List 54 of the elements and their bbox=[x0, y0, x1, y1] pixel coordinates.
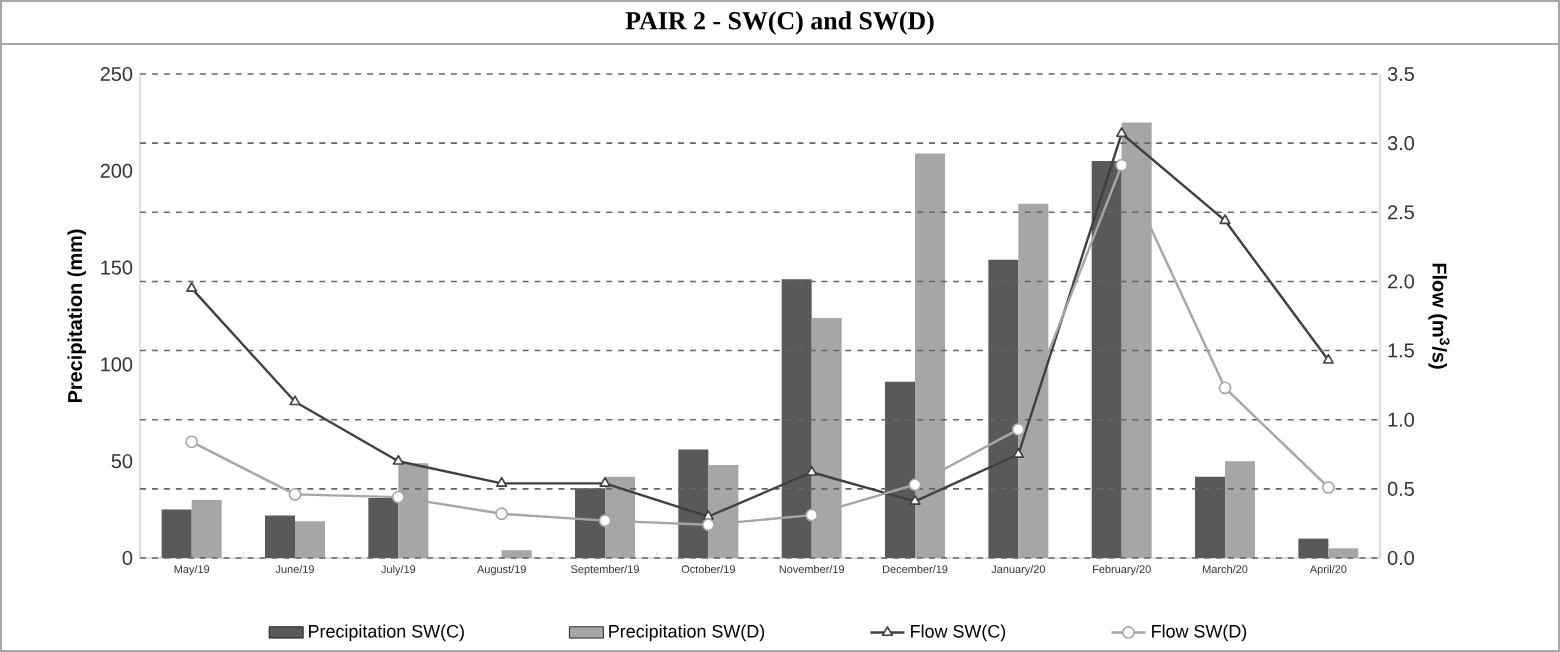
y2-tick-label: 0.5 bbox=[1387, 481, 1414, 496]
point bbox=[1115, 158, 1129, 172]
point bbox=[1011, 423, 1025, 436]
bar bbox=[781, 279, 812, 558]
point bbox=[1322, 353, 1335, 364]
y2-axis-title: Flow (m$^{3}$/s) bbox=[1428, 263, 1450, 369]
bar bbox=[161, 509, 192, 558]
bar bbox=[575, 488, 606, 558]
point bbox=[495, 507, 509, 521]
point bbox=[1321, 481, 1335, 494]
point bbox=[289, 395, 301, 406]
legend-label: Flow SW(D) bbox=[1152, 624, 1247, 642]
y2-tick-label: 3.0 bbox=[1387, 136, 1414, 151]
point bbox=[1219, 214, 1231, 225]
y2-tick-label: 3.5 bbox=[1387, 66, 1414, 82]
point bbox=[909, 494, 921, 505]
point bbox=[185, 435, 199, 449]
point bbox=[805, 508, 819, 522]
legend-label: Flow SW(C) bbox=[911, 624, 1006, 642]
bar bbox=[1298, 538, 1329, 558]
bar bbox=[1091, 161, 1122, 558]
point bbox=[496, 476, 508, 487]
point bbox=[186, 281, 198, 292]
bar bbox=[988, 259, 1019, 558]
legend-label: Precipitation SW(C) bbox=[309, 624, 464, 642]
y2-tick-label: 2.0 bbox=[1388, 274, 1414, 289]
y-tick-label: 250 bbox=[100, 66, 133, 82]
y-tick-label: 150 bbox=[101, 260, 133, 275]
point bbox=[288, 487, 302, 501]
point bbox=[806, 465, 818, 476]
bar bbox=[678, 449, 709, 558]
point bbox=[1218, 381, 1232, 395]
point bbox=[908, 478, 922, 492]
point bbox=[391, 490, 405, 504]
y-tick-label: 200 bbox=[100, 163, 133, 178]
legend-label: Precipitation SW(D) bbox=[609, 624, 765, 642]
bar bbox=[368, 497, 399, 558]
y2-tick-label: 1.5 bbox=[1388, 343, 1414, 358]
bar bbox=[885, 381, 916, 558]
chart-title: PAIR 2 - SW(C) and SW(D) bbox=[625, 11, 934, 35]
y2-tick-label: 0.0 bbox=[1387, 550, 1414, 566]
point bbox=[599, 476, 611, 487]
point bbox=[1116, 127, 1128, 138]
y-tick-label: 50 bbox=[111, 454, 133, 469]
point bbox=[701, 518, 715, 532]
y-axis-title: Precipitation (mm) bbox=[67, 229, 87, 403]
y-tick-label: 100 bbox=[101, 357, 133, 372]
point bbox=[392, 454, 404, 465]
point bbox=[598, 514, 612, 528]
y2-tick-label: 1.0 bbox=[1388, 412, 1414, 427]
y-tick-label: 0 bbox=[122, 550, 133, 566]
y2-tick-label: 2.5 bbox=[1388, 205, 1414, 220]
bar bbox=[265, 515, 296, 558]
bar bbox=[1195, 476, 1226, 558]
